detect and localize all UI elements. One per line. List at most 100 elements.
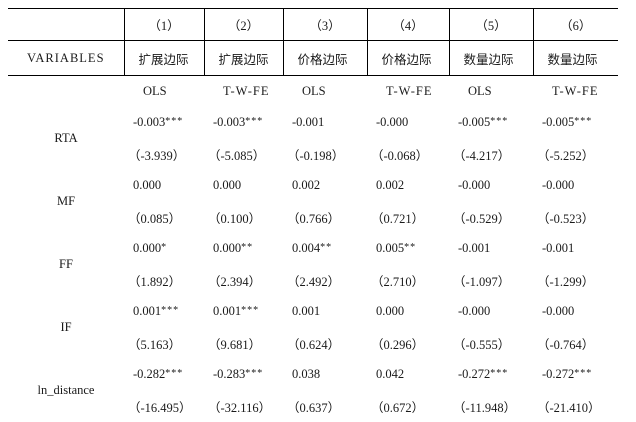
tstat-cell: （0.085）	[124, 202, 204, 234]
coefficient-cell: -0.000	[533, 170, 618, 202]
tstat-cell: （-16.495）	[124, 391, 204, 422]
coefficient-value: -0.000	[458, 304, 490, 318]
model-label: T-W-FE	[533, 76, 618, 108]
coefficient-cell: 0.001	[283, 296, 367, 328]
variables-label: VARIABLES	[8, 41, 124, 76]
tstat-cell: （0.100）	[204, 202, 283, 234]
significance-stars: ***	[574, 368, 592, 379]
coefficient-value: 0.000	[376, 304, 404, 318]
tstat-cell: （-21.410）	[533, 391, 618, 422]
tstat-cell: （-0.523）	[533, 202, 618, 234]
variable-name: FF	[8, 233, 124, 296]
coefficient-value: 0.000	[213, 178, 241, 192]
coefficient-cell: 0.000	[367, 296, 449, 328]
coefficient-value: -0.000	[458, 178, 490, 192]
model-label: T-W-FE	[367, 76, 449, 108]
coef-row: RTA-0.003***-0.003***-0.001-0.000-0.005*…	[8, 107, 618, 139]
coefficient-cell: -0.005***	[449, 107, 533, 139]
column-number: （2）	[204, 9, 283, 41]
tstat-cell: （-0.529）	[449, 202, 533, 234]
model-row: OLS T-W-FE OLS T-W-FE OLS T-W-FE	[8, 76, 618, 108]
column-number: （5）	[449, 9, 533, 41]
coefficient-value: 0.000	[213, 241, 241, 255]
regression-table: （1） （2） （3） （4） （5） （6） VARIABLES 扩展边际 扩…	[8, 8, 618, 422]
significance-stars: **	[241, 242, 253, 253]
column-number: （6）	[533, 9, 618, 41]
coefficient-cell: -0.283***	[204, 359, 283, 391]
significance-stars: ***	[490, 368, 508, 379]
coefficient-cell: -0.005***	[533, 107, 618, 139]
column-header: 扩展边际	[124, 41, 204, 76]
coefficient-cell: -0.001	[283, 107, 367, 139]
tstat-cell: （-0.198）	[283, 139, 367, 171]
significance-stars: ***	[245, 116, 263, 127]
tstat-cell: （2.394）	[204, 265, 283, 297]
tstat-cell: （-0.764）	[533, 328, 618, 360]
column-header: 数量边际	[533, 41, 618, 76]
coefficient-cell: 0.000	[204, 170, 283, 202]
tstat-cell: （0.296）	[367, 328, 449, 360]
coefficient-value: 0.005	[376, 241, 404, 255]
coefficient-value: -0.000	[542, 304, 574, 318]
coefficient-value: -0.000	[376, 115, 408, 129]
model-row-spacer	[8, 76, 124, 108]
coefficient-cell: 0.002	[367, 170, 449, 202]
model-label: T-W-FE	[204, 76, 283, 108]
coefficient-cell: 0.002	[283, 170, 367, 202]
column-header: 数量边际	[449, 41, 533, 76]
coefficient-cell: -0.001	[533, 233, 618, 265]
coefficient-value: -0.003	[133, 115, 165, 129]
tstat-cell: （-1.097）	[449, 265, 533, 297]
tstat-cell: （-0.555）	[449, 328, 533, 360]
coefficient-value: -0.272	[542, 367, 574, 381]
coefficient-cell: 0.004**	[283, 233, 367, 265]
tstat-cell: （-0.068）	[367, 139, 449, 171]
coefficient-cell: -0.272***	[449, 359, 533, 391]
coefficient-cell: -0.003***	[124, 107, 204, 139]
coefficient-cell: -0.000	[449, 170, 533, 202]
tstat-cell: （0.637）	[283, 391, 367, 422]
coefficient-value: -0.282	[133, 367, 165, 381]
coefficient-value: -0.283	[213, 367, 245, 381]
column-number-row: （1） （2） （3） （4） （5） （6）	[8, 9, 618, 41]
coefficient-value: 0.000	[133, 241, 161, 255]
tstat-cell: （0.766）	[283, 202, 367, 234]
coefficient-value: -0.003	[213, 115, 245, 129]
coefficient-cell: -0.000	[533, 296, 618, 328]
coefficient-value: 0.000	[133, 178, 161, 192]
significance-stars: ***	[574, 116, 592, 127]
coefficient-value: 0.002	[376, 178, 404, 192]
coefficient-cell: -0.272***	[533, 359, 618, 391]
coefficient-cell: -0.000	[367, 107, 449, 139]
tstat-cell: （0.672）	[367, 391, 449, 422]
tstat-cell: （2.710）	[367, 265, 449, 297]
coefficient-cell: 0.001***	[124, 296, 204, 328]
coefficient-cell: 0.001***	[204, 296, 283, 328]
coefficient-cell: 0.005**	[367, 233, 449, 265]
variable-name: IF	[8, 296, 124, 359]
column-header-row: VARIABLES 扩展边际 扩展边际 价格边际 价格边际 数量边际 数量边际	[8, 41, 618, 76]
model-label: OLS	[283, 76, 367, 108]
coefficient-value: -0.272	[458, 367, 490, 381]
model-label: OLS	[124, 76, 204, 108]
significance-stars: ***	[241, 305, 259, 316]
coefficient-cell: 0.000**	[204, 233, 283, 265]
coefficient-value: 0.002	[292, 178, 320, 192]
tstat-cell: （-11.948）	[449, 391, 533, 422]
significance-stars: **	[320, 242, 332, 253]
coefficient-cell: 0.042	[367, 359, 449, 391]
coefficient-value: -0.001	[292, 115, 324, 129]
variable-name: ln_distance	[8, 359, 124, 422]
coefficient-value: -0.005	[458, 115, 490, 129]
tstat-cell: （-3.939）	[124, 139, 204, 171]
significance-stars: ***	[165, 368, 183, 379]
tstat-cell: （0.721）	[367, 202, 449, 234]
tstat-cell: （9.681）	[204, 328, 283, 360]
column-header: 价格边际	[283, 41, 367, 76]
coefficient-value: -0.001	[458, 241, 490, 255]
column-header: 价格边际	[367, 41, 449, 76]
tstat-cell: （-5.252）	[533, 139, 618, 171]
coefficient-cell: 0.038	[283, 359, 367, 391]
tstat-cell: （-5.085）	[204, 139, 283, 171]
